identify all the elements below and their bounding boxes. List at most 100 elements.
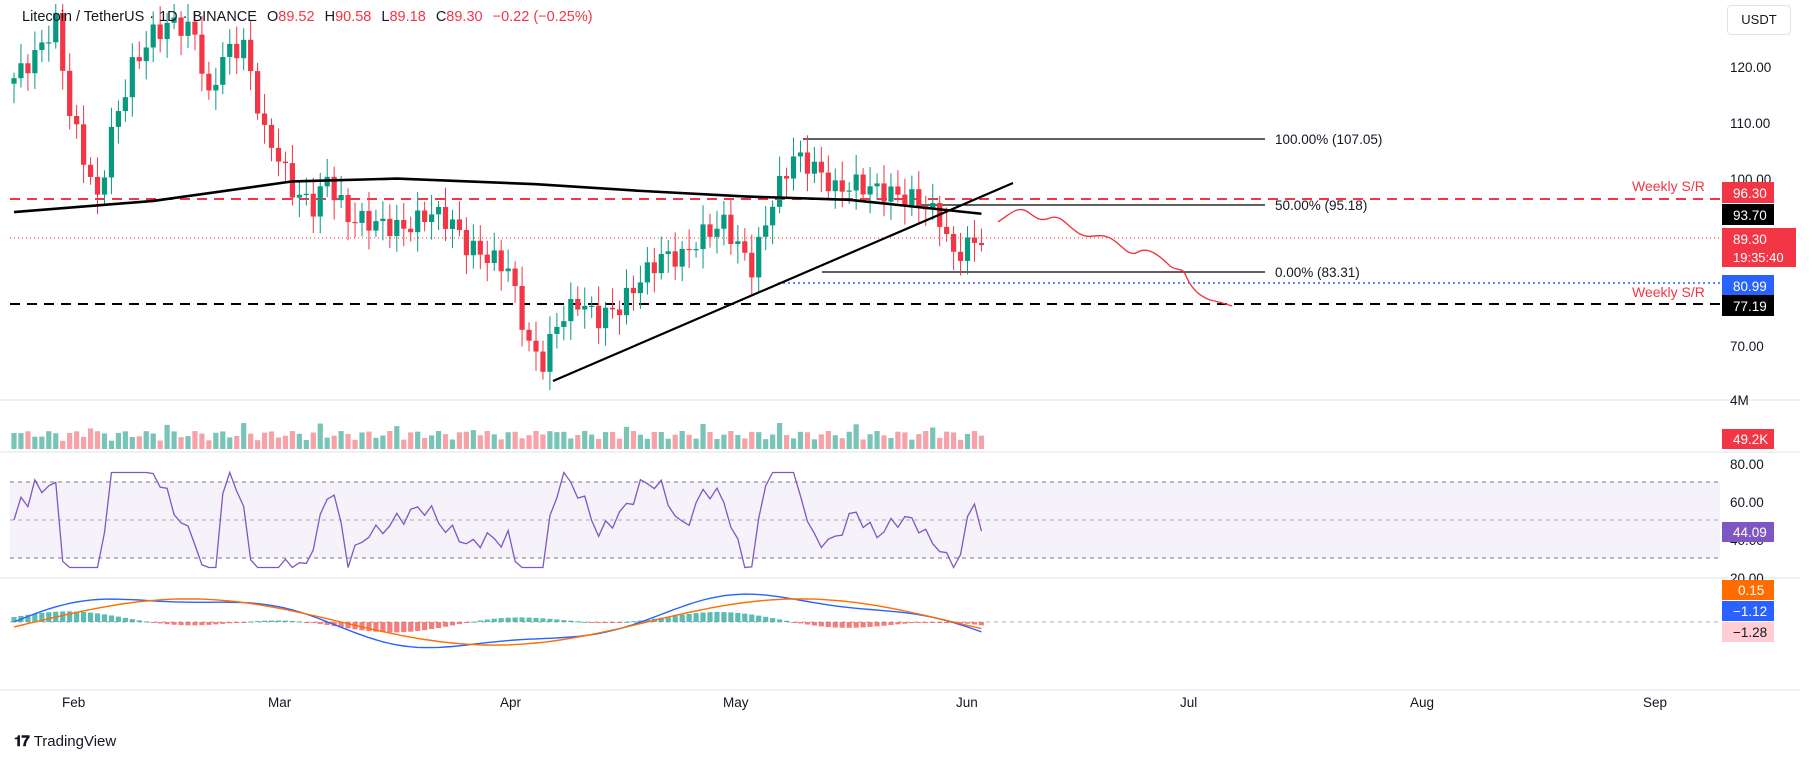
last-price-tag — [1722, 228, 1796, 267]
candle-body — [596, 305, 602, 329]
fib-0-label: 0.00% (83.31) — [1275, 265, 1360, 280]
candle-body — [185, 21, 191, 36]
macd-histogram-bar — [435, 622, 442, 628]
candle-body — [944, 226, 950, 234]
candle-body — [909, 189, 915, 206]
candle-body — [554, 326, 560, 334]
volume-bar — [394, 426, 400, 449]
volume-bar — [108, 440, 115, 449]
candle-body — [380, 218, 386, 222]
volume-bar — [324, 437, 330, 449]
candle-body — [241, 39, 247, 59]
candle-body — [491, 250, 497, 264]
candle-body — [756, 236, 762, 278]
macd-histogram-bar — [568, 620, 574, 622]
projected-path — [997, 208, 1233, 307]
macd-histogram-bar — [470, 621, 476, 623]
volume-bar — [568, 438, 574, 449]
currency-selector[interactable]: USDT — [1727, 5, 1791, 35]
candle-body — [178, 17, 184, 36]
candle-body — [630, 287, 637, 294]
macd-histogram-bar — [296, 621, 302, 623]
volume-bar — [94, 431, 101, 449]
macd-histogram-bar — [206, 622, 212, 625]
candle-body — [248, 39, 254, 72]
price-tick: 110.00 — [1730, 116, 1770, 131]
candle-body — [867, 186, 873, 195]
macd-histogram-bar — [616, 622, 623, 623]
candle-body — [839, 180, 845, 192]
volume-bar — [129, 437, 135, 449]
interval[interactable]: 1D — [159, 9, 178, 25]
macd-histogram-bar — [867, 622, 873, 627]
macd-histogram-bar — [463, 622, 469, 623]
volume-bar — [923, 431, 929, 449]
macd-histogram-bar — [777, 619, 783, 622]
candle-body — [533, 340, 539, 352]
candle-body — [651, 262, 657, 274]
candle-body — [387, 218, 393, 237]
macd-histogram-bar — [582, 621, 588, 623]
volume-bar — [101, 433, 108, 449]
macd-histogram — [11, 611, 985, 633]
candle-body — [512, 268, 518, 287]
volume-tag-text: 49.2K — [1733, 432, 1768, 447]
candle-body — [623, 287, 630, 316]
macd-histogram-bar — [282, 620, 289, 622]
tradingview-branding[interactable]: 𝟏𝟕 TradingView — [14, 733, 116, 750]
weekly-sr-upper-label: Weekly S/R — [1632, 178, 1705, 194]
macd-histogram-bar — [164, 622, 170, 625]
candle-body — [978, 242, 985, 246]
macd-histogram-bar — [846, 622, 852, 628]
volume-bar — [895, 431, 901, 449]
volume-bar — [519, 438, 525, 449]
volume-series — [11, 423, 985, 449]
volume-bar — [178, 437, 184, 449]
macd-histogram-bar — [672, 615, 678, 622]
macd-histogram-bar — [811, 622, 817, 626]
macd-histogram-bar — [345, 622, 351, 629]
volume-bar — [978, 435, 985, 449]
volume-bar — [790, 438, 797, 449]
volume-bar — [275, 437, 282, 449]
macd-histogram-bar — [115, 616, 121, 622]
candle-body — [449, 219, 456, 229]
macd-histogram-bar — [923, 622, 929, 623]
volume-bar — [408, 432, 414, 449]
candle-body — [442, 206, 449, 229]
candle-body — [268, 124, 275, 148]
candle-body — [456, 219, 463, 230]
volume-bar — [185, 436, 191, 449]
candle-body — [665, 251, 671, 255]
macd-histogram-bar — [686, 613, 692, 622]
close-value: 89.30 — [446, 9, 483, 25]
candle-body — [359, 210, 365, 223]
macd-histogram-bar — [916, 622, 922, 623]
volume-bar — [491, 434, 497, 449]
macd-histogram-bar — [498, 618, 504, 622]
candle-body — [777, 176, 783, 207]
macd-histogram-bar — [902, 622, 908, 624]
macd-histogram-bar — [303, 622, 309, 623]
candle-body — [81, 124, 87, 165]
countdown-text: 19:35:40 — [1733, 250, 1784, 265]
volume-bar — [206, 440, 212, 449]
macd-histogram-bar — [248, 621, 254, 623]
volume-bar — [860, 439, 866, 449]
macd-histogram-bar — [171, 622, 177, 625]
symbol-name[interactable]: Litecoin / TetherUS — [22, 9, 145, 25]
candle-body — [957, 251, 964, 261]
volume-bar — [505, 432, 511, 449]
blue-level-tag — [1722, 275, 1774, 296]
volume-bar — [164, 424, 170, 449]
candle-body — [658, 254, 664, 274]
volume-bar — [937, 437, 943, 449]
macd-histogram-bar — [763, 616, 769, 622]
volume-bar — [783, 435, 790, 449]
ma-price-text: 93.70 — [1733, 208, 1767, 223]
macd-histogram-bar — [700, 612, 706, 622]
candle-body — [721, 214, 727, 229]
volume-bar — [303, 439, 309, 449]
time-tick: Jul — [1180, 695, 1197, 710]
